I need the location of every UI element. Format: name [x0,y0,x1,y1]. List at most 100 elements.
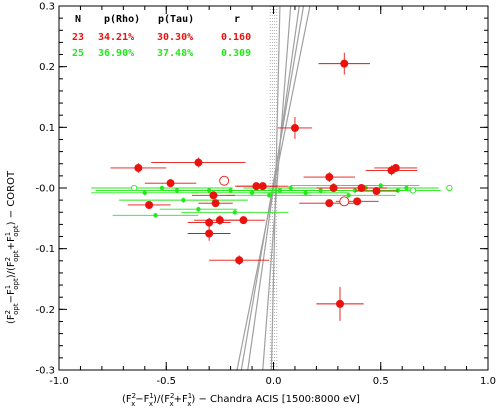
x-tick-label-1: -1.0 [49,376,69,387]
red-point-16 [198,199,233,208]
green-point-22 [161,188,257,193]
red-marker-11 [357,184,366,192]
green-marker-21 [142,190,147,196]
stats-row-2-tau: 37.48% [157,48,193,59]
green-point-19 [112,212,199,218]
red-point-2 [277,117,313,139]
red-point-17 [299,199,360,208]
x-tick-label-3: 0.0 [266,376,282,387]
green-point-13 [301,192,396,198]
red-point-15 [191,191,235,200]
stats-row-2-r: 0.309 [221,48,251,59]
stats-row-2-n: 25 [72,48,84,59]
red-point-12 [355,187,398,196]
red-point-6 [237,182,289,191]
stats-header-r: r [234,14,240,25]
red-point-3 [110,163,167,173]
green-marker-16 [378,183,383,188]
red-point-8 [365,165,418,176]
axis-ticks: -1.0 -0.5 0.0 0.5 1.0 -0.3 -0.2 -0.1 -0.0 0.1 0.2 0… [35,2,495,388]
green-marker-7 [267,193,272,198]
stats-header-tau: p(Tau) [158,14,194,25]
red-marker-23 [235,256,244,265]
stats-header-rho: p(Rho) [104,14,140,25]
y-tick-label-3: -0.1 [35,244,55,255]
x-tick-label-5: 1.0 [480,376,496,387]
red-marker-16 [211,199,220,208]
green-point-7 [226,192,313,198]
red-marker-17 [325,199,334,208]
y-tick-label-2: -0.2 [35,305,55,316]
red-series [110,52,418,321]
y-tick-label-1: -0.3 [35,366,55,377]
green-point-1 [91,185,233,191]
red-point-24 [316,286,364,321]
red-marker-21 [239,216,248,225]
green-marker-18 [404,185,409,191]
stats-row-1-rho: 34.21% [98,32,134,43]
red-point-21 [222,216,265,225]
green-point-5 [181,209,289,215]
red-open-point-1 [219,175,230,186]
red-marker-9 [391,163,400,172]
red-point-22 [187,226,231,241]
y-tick-label-7: 0.3 [39,2,55,13]
red-point-14 [127,200,171,209]
red-point-7 [303,172,356,182]
red-point-4 [151,157,246,168]
green-point-21 [91,190,199,196]
stats-header-n: N [75,14,81,25]
red-marker-20 [205,218,214,227]
green-marker-9 [288,185,293,191]
red-marker-15 [209,191,218,200]
red-marker-3 [134,163,143,172]
y-tick-label-6: 0.2 [39,62,55,73]
green-marker-17 [395,188,401,193]
green-marker-13 [346,193,351,198]
red-marker-10 [329,184,338,192]
red-marker-18 [353,197,362,206]
x-tick-label-2: -0.5 [156,376,176,387]
stats-table: N p(Rho) p(Tau) r 23 34.21% 30.30% 0.160… [72,14,251,59]
red-open-point-2 [339,196,350,207]
green-point-20 [159,206,238,212]
green-marker-3 [181,197,186,203]
red-marker-14 [145,200,154,209]
green-marker-1 [159,185,165,191]
stats-row-1-n: 23 [72,32,84,43]
x-tick-label-4: 0.5 [373,376,389,387]
stats-row-1-tau: 30.30% [157,32,193,43]
y-axis-title: (F2opt−F1opt)/(F2opt+F1opt) − COROT [4,170,20,324]
red-point-9 [374,163,418,172]
y-tick-label-4: -0.0 [35,184,55,195]
green-point-3 [119,197,248,203]
red-point-20 [187,217,231,228]
green-point-10 [262,190,349,196]
green-open-point-3 [446,184,453,192]
red-marker-2 [290,123,299,132]
green-marker-22 [206,188,212,193]
green-marker-6 [249,190,255,196]
red-marker-13 [166,179,175,188]
green-marker-10 [303,190,308,196]
stats-row-2-rho: 36.90% [98,48,134,59]
red-marker-6 [258,182,267,191]
green-open-point-2 [409,187,417,194]
red-marker-7 [325,173,334,182]
green-point-17 [355,188,441,193]
y-tick-label-5: 0.1 [39,123,55,134]
red-marker-22 [205,229,214,238]
red-point-1 [318,52,371,75]
x-axis-title: (F2 x−F1 x)/(F2 x+F1 x) − Chandra ACIS [1500… [122,392,360,408]
green-marker-20 [196,207,201,212]
red-point-13 [144,179,197,188]
stats-row-1-r: 0.160 [221,32,251,43]
red-marker-12 [372,187,381,196]
green-open-point-1 [130,184,138,192]
red-marker-4 [194,158,203,167]
red-marker-24 [335,299,344,308]
green-marker-19 [153,213,158,218]
red-marker-1 [340,59,349,68]
green-marker-5 [232,210,238,215]
